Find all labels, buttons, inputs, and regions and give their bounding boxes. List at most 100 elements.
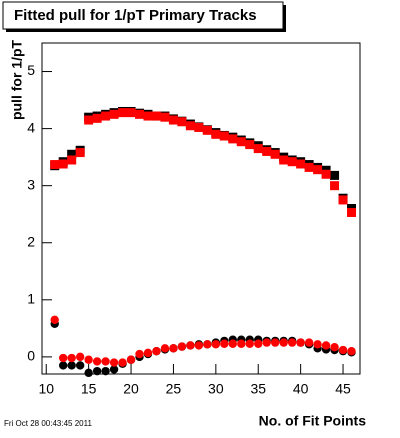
point — [109, 109, 119, 119]
point — [101, 366, 110, 376]
point — [194, 122, 204, 132]
point — [168, 115, 178, 125]
point — [177, 342, 187, 351]
point — [338, 345, 348, 355]
x-tick-label: 25 — [166, 381, 182, 397]
point — [75, 352, 85, 362]
point — [109, 365, 119, 374]
point — [50, 160, 60, 170]
point — [228, 339, 237, 348]
point — [287, 157, 297, 167]
x-tick-label: 20 — [123, 381, 139, 397]
point — [101, 111, 111, 121]
point — [84, 368, 93, 378]
point — [194, 341, 204, 350]
point — [109, 358, 119, 367]
point — [59, 361, 68, 370]
x-tick-label: 30 — [208, 381, 224, 397]
y-axis-label: pull for 1/pT — [9, 40, 25, 121]
point — [279, 338, 288, 347]
point — [186, 341, 195, 350]
point — [347, 207, 357, 217]
point — [262, 338, 271, 347]
x-tick-label: 45 — [335, 381, 351, 397]
point — [203, 340, 212, 349]
point — [67, 149, 77, 159]
title-box — [2, 1, 284, 30]
point — [262, 146, 272, 156]
point — [160, 112, 170, 122]
point — [92, 366, 102, 376]
point — [279, 155, 289, 165]
point — [50, 315, 59, 324]
point — [245, 339, 254, 348]
point — [101, 357, 110, 366]
point — [126, 355, 136, 364]
point — [245, 140, 255, 150]
y-tick-label: 3 — [27, 176, 35, 192]
point — [143, 111, 153, 121]
point — [219, 131, 229, 141]
footer-date: Fri Oct 28 00:43:45 2011 — [4, 419, 92, 428]
point — [313, 165, 323, 175]
point — [67, 353, 76, 363]
point — [135, 109, 145, 119]
point — [287, 338, 297, 347]
point — [304, 338, 314, 347]
point — [92, 357, 102, 366]
point — [185, 121, 195, 131]
point — [271, 338, 280, 347]
x-tick-label: 15 — [81, 381, 97, 397]
point — [202, 125, 212, 135]
point — [59, 353, 68, 363]
point — [296, 159, 306, 169]
y-tick-label: 1 — [27, 291, 35, 307]
point — [152, 346, 161, 356]
point — [135, 349, 144, 359]
point — [160, 344, 170, 353]
point — [321, 341, 331, 350]
point — [338, 195, 348, 205]
point — [118, 108, 128, 118]
point — [177, 117, 187, 127]
point — [126, 108, 136, 118]
point — [330, 342, 339, 352]
point — [330, 170, 340, 180]
x-axis-label: No. of Fit Points — [259, 413, 367, 429]
point — [211, 340, 221, 349]
point — [253, 144, 263, 154]
y-tick-label: 5 — [27, 62, 35, 78]
point — [304, 162, 314, 172]
point — [151, 111, 161, 121]
x-tick-label: 40 — [293, 381, 309, 397]
plot-frame — [41, 42, 361, 375]
point — [92, 113, 102, 123]
y-tick-label: 4 — [27, 119, 35, 135]
point — [228, 134, 238, 144]
y-tick-label: 2 — [27, 233, 35, 249]
point — [347, 346, 356, 356]
point — [118, 358, 127, 367]
point — [237, 339, 246, 348]
point — [75, 361, 85, 370]
point — [75, 148, 85, 158]
x-tick-label: 35 — [250, 381, 266, 397]
point — [211, 129, 221, 139]
point — [236, 137, 246, 147]
point — [84, 115, 94, 125]
point — [220, 339, 229, 348]
chart-title: Fitted pull for 1/pT Primary Tracks — [14, 7, 257, 24]
point — [67, 361, 76, 370]
point — [296, 338, 305, 347]
point — [169, 344, 178, 353]
point — [67, 155, 77, 165]
point — [58, 159, 68, 169]
point — [254, 339, 263, 348]
point — [330, 181, 340, 191]
x-tick-label: 10 — [38, 381, 54, 397]
point — [321, 169, 331, 179]
point — [313, 340, 322, 349]
